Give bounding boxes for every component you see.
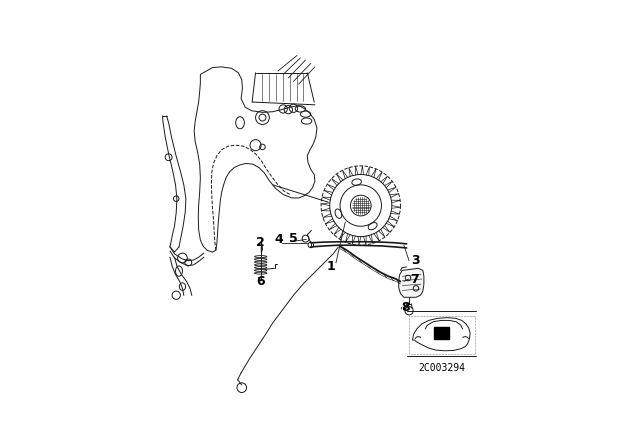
Polygon shape: [413, 318, 470, 351]
Text: 4: 4: [275, 233, 284, 246]
Polygon shape: [399, 268, 424, 297]
Text: 8: 8: [402, 301, 410, 314]
Text: 3: 3: [412, 254, 420, 267]
Text: 1: 1: [326, 260, 335, 273]
Text: 2C003294: 2C003294: [419, 363, 465, 373]
Text: 7: 7: [410, 272, 419, 285]
Text: 6: 6: [257, 275, 265, 288]
Text: 2: 2: [257, 236, 265, 249]
Text: 5: 5: [289, 232, 298, 245]
Bar: [435, 327, 449, 340]
